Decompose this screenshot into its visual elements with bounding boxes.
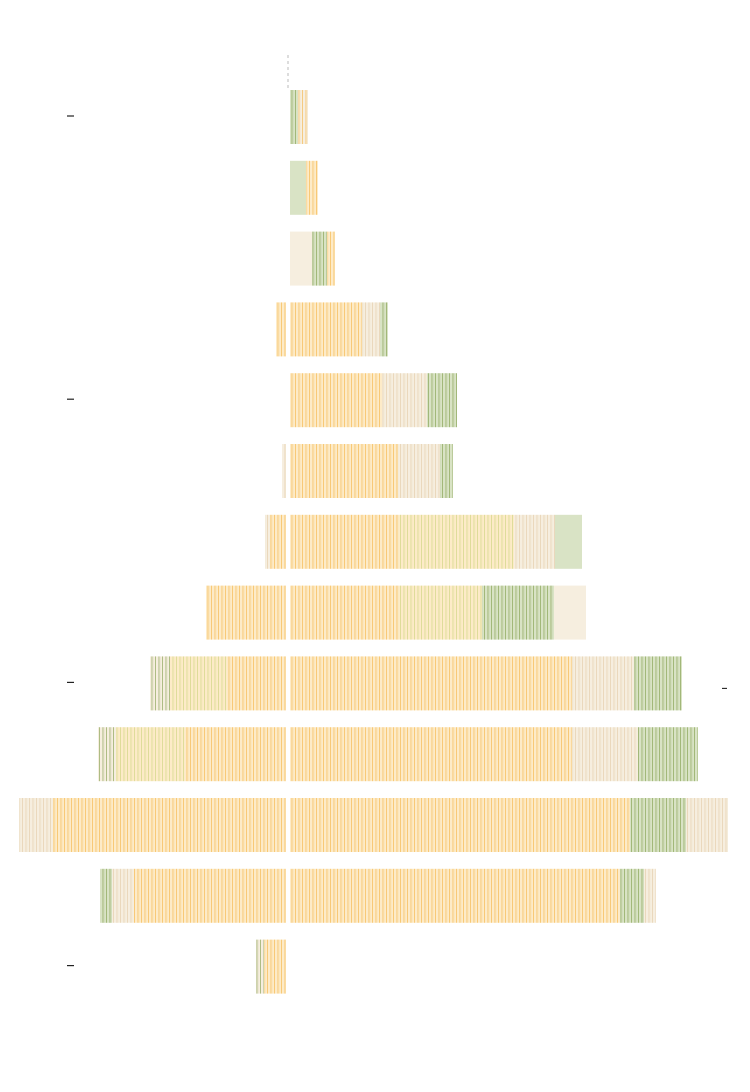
bar-row-5-right-0 <box>290 444 398 498</box>
bar-row-2-right-2 <box>327 232 335 286</box>
bar-row-6-right-0 <box>290 515 398 569</box>
bar-row-3-right-1 <box>362 302 380 356</box>
bar-row-10-right-1 <box>630 798 686 852</box>
bar-row-10-left-0 <box>108 798 286 852</box>
bar-row-2-right-1 <box>312 232 327 286</box>
bar-row-4-right-1 <box>382 373 427 427</box>
bar-row-4-right-2 <box>427 373 457 427</box>
bar-row-1-right-0 <box>290 161 306 215</box>
bar-row-9-left-1 <box>116 727 186 781</box>
bar-row-8-left-0 <box>228 656 286 710</box>
bar-row-9-left-0 <box>186 727 286 781</box>
bar-row-0-right-0 <box>290 90 298 144</box>
bar-row-9-right-1 <box>572 727 638 781</box>
bar-row-6-left-1 <box>265 515 270 569</box>
bar-row-10-left-2 <box>19 798 53 852</box>
bar-row-12-left-1 <box>256 940 264 994</box>
bar-row-11-right-0 <box>290 869 620 923</box>
bar-row-11-left-2 <box>100 869 112 923</box>
bar-row-10-left-1 <box>53 798 108 852</box>
bar-row-12-left-0 <box>264 940 286 994</box>
bar-row-5-right-2 <box>440 444 453 498</box>
bar-row-11-right-1 <box>620 869 644 923</box>
bar-row-9-right-2 <box>638 727 698 781</box>
bar-row-8-right-1 <box>572 656 634 710</box>
bar-row-3-left-0 <box>276 302 286 356</box>
bar-row-0-right-1 <box>298 90 308 144</box>
bar-row-8-left-1 <box>170 656 228 710</box>
bar-row-8-left-2 <box>150 656 170 710</box>
bar-row-11-left-1 <box>112 869 134 923</box>
bar-row-6-right-1 <box>398 515 514 569</box>
bar-row-7-right-0 <box>290 586 398 640</box>
bar-row-6-left-0 <box>270 515 286 569</box>
bar-row-8-right-2 <box>634 656 682 710</box>
bar-row-1-right-1 <box>306 161 318 215</box>
bar-row-8-right-0 <box>290 656 572 710</box>
bar-row-6-right-2 <box>514 515 555 569</box>
bar-row-9-right-0 <box>290 727 572 781</box>
bar-row-11-left-0 <box>134 869 286 923</box>
bar-row-5-left-0 <box>282 444 286 498</box>
bar-row-9-left-2 <box>98 727 116 781</box>
bar-row-3-right-2 <box>380 302 388 356</box>
bars-layer <box>19 90 728 994</box>
bar-row-10-right-2 <box>686 798 728 852</box>
bar-row-6-right-3 <box>555 515 582 569</box>
bar-row-7-right-2 <box>482 586 554 640</box>
bar-row-7-right-1 <box>398 586 482 640</box>
bar-row-10-right-0 <box>290 798 630 852</box>
bar-row-4-right-0 <box>290 373 382 427</box>
bar-row-5-right-1 <box>398 444 440 498</box>
bar-row-7-left-0 <box>206 586 286 640</box>
bar-row-11-right-2 <box>644 869 656 923</box>
bar-row-7-right-3 <box>554 586 586 640</box>
bar-row-3-right-0 <box>290 302 362 356</box>
bar-row-2-right-0 <box>290 232 312 286</box>
